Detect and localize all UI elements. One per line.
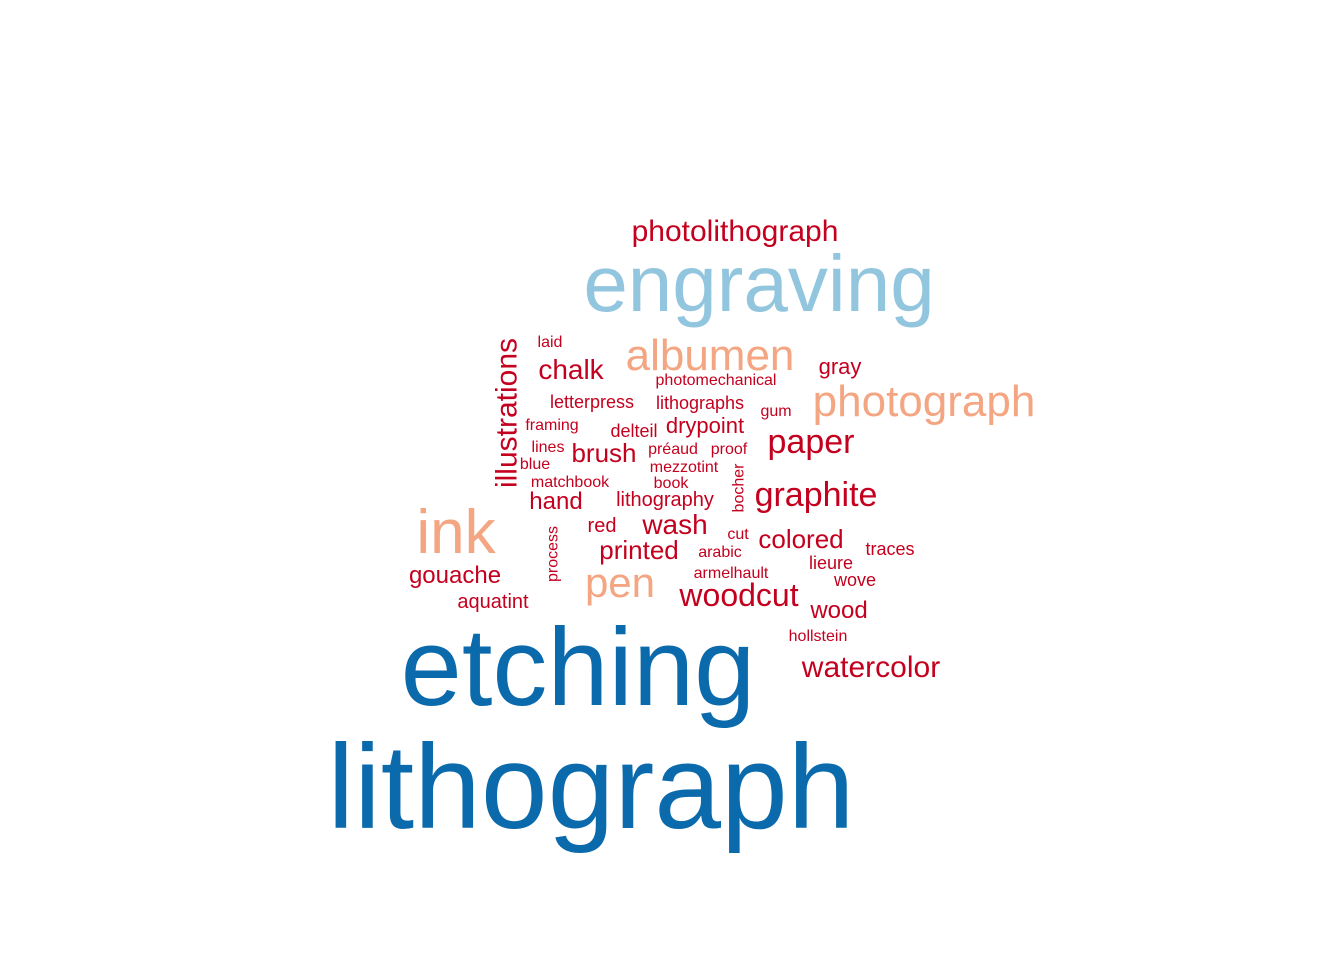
word-cut: cut bbox=[727, 526, 749, 543]
word-wash: wash bbox=[641, 509, 707, 540]
word-proof: proof bbox=[711, 441, 748, 458]
word-bocher: bocher bbox=[731, 463, 748, 513]
word-hand: hand bbox=[529, 488, 582, 515]
word-chalk: chalk bbox=[538, 354, 604, 385]
word-framing: framing bbox=[525, 417, 578, 434]
word-printed: printed bbox=[599, 535, 679, 565]
word-laid: laid bbox=[538, 334, 563, 351]
word-red: red bbox=[588, 515, 617, 537]
word-illustrations: illustrations bbox=[491, 338, 524, 488]
word-hollstein: hollstein bbox=[789, 628, 848, 645]
word-drypoint: drypoint bbox=[666, 413, 744, 438]
word-paper: paper bbox=[768, 423, 855, 461]
word-book: book bbox=[654, 475, 690, 492]
word-photograph: photograph bbox=[813, 377, 1036, 426]
word-blue: blue bbox=[520, 456, 550, 473]
word-watercolor: watercolor bbox=[801, 651, 940, 684]
word-lithographs: lithographs bbox=[656, 393, 744, 413]
word-lines: lines bbox=[532, 439, 565, 456]
word-woodcut: woodcut bbox=[678, 577, 798, 613]
word-lithography: lithography bbox=[616, 489, 714, 511]
word-gray: gray bbox=[819, 354, 862, 379]
word-ink: ink bbox=[416, 498, 496, 567]
word-lieure: lieure bbox=[809, 553, 853, 573]
word-photomechanical: photomechanical bbox=[656, 372, 777, 389]
word-pen: pen bbox=[585, 559, 655, 606]
word-gum: gum bbox=[760, 403, 791, 420]
word-graphite: graphite bbox=[755, 476, 878, 514]
word-wove: wove bbox=[833, 570, 876, 590]
word-process: process bbox=[545, 526, 562, 582]
word-arabic: arabic bbox=[698, 544, 742, 561]
word-colored: colored bbox=[758, 524, 843, 554]
word-preaud: préaud bbox=[648, 441, 698, 458]
word-etching: etching bbox=[401, 606, 756, 729]
word-delteil: delteil bbox=[610, 421, 657, 441]
word-mezzotint: mezzotint bbox=[650, 459, 719, 476]
word-matchbook: matchbook bbox=[531, 474, 610, 491]
word-gouache: gouache bbox=[409, 562, 501, 589]
word-engraving: engraving bbox=[583, 239, 934, 328]
word-wood: wood bbox=[809, 597, 867, 624]
word-lithograph: lithograph bbox=[327, 720, 854, 854]
word-aquatint: aquatint bbox=[457, 591, 529, 613]
word-albumen: albumen bbox=[626, 331, 795, 380]
word-photolithograph: photolithograph bbox=[632, 215, 839, 248]
word-armelhault: armelhault bbox=[694, 565, 769, 582]
word-traces: traces bbox=[865, 539, 914, 559]
word-letterpress: letterpress bbox=[550, 392, 634, 412]
word-brush: brush bbox=[571, 438, 636, 468]
